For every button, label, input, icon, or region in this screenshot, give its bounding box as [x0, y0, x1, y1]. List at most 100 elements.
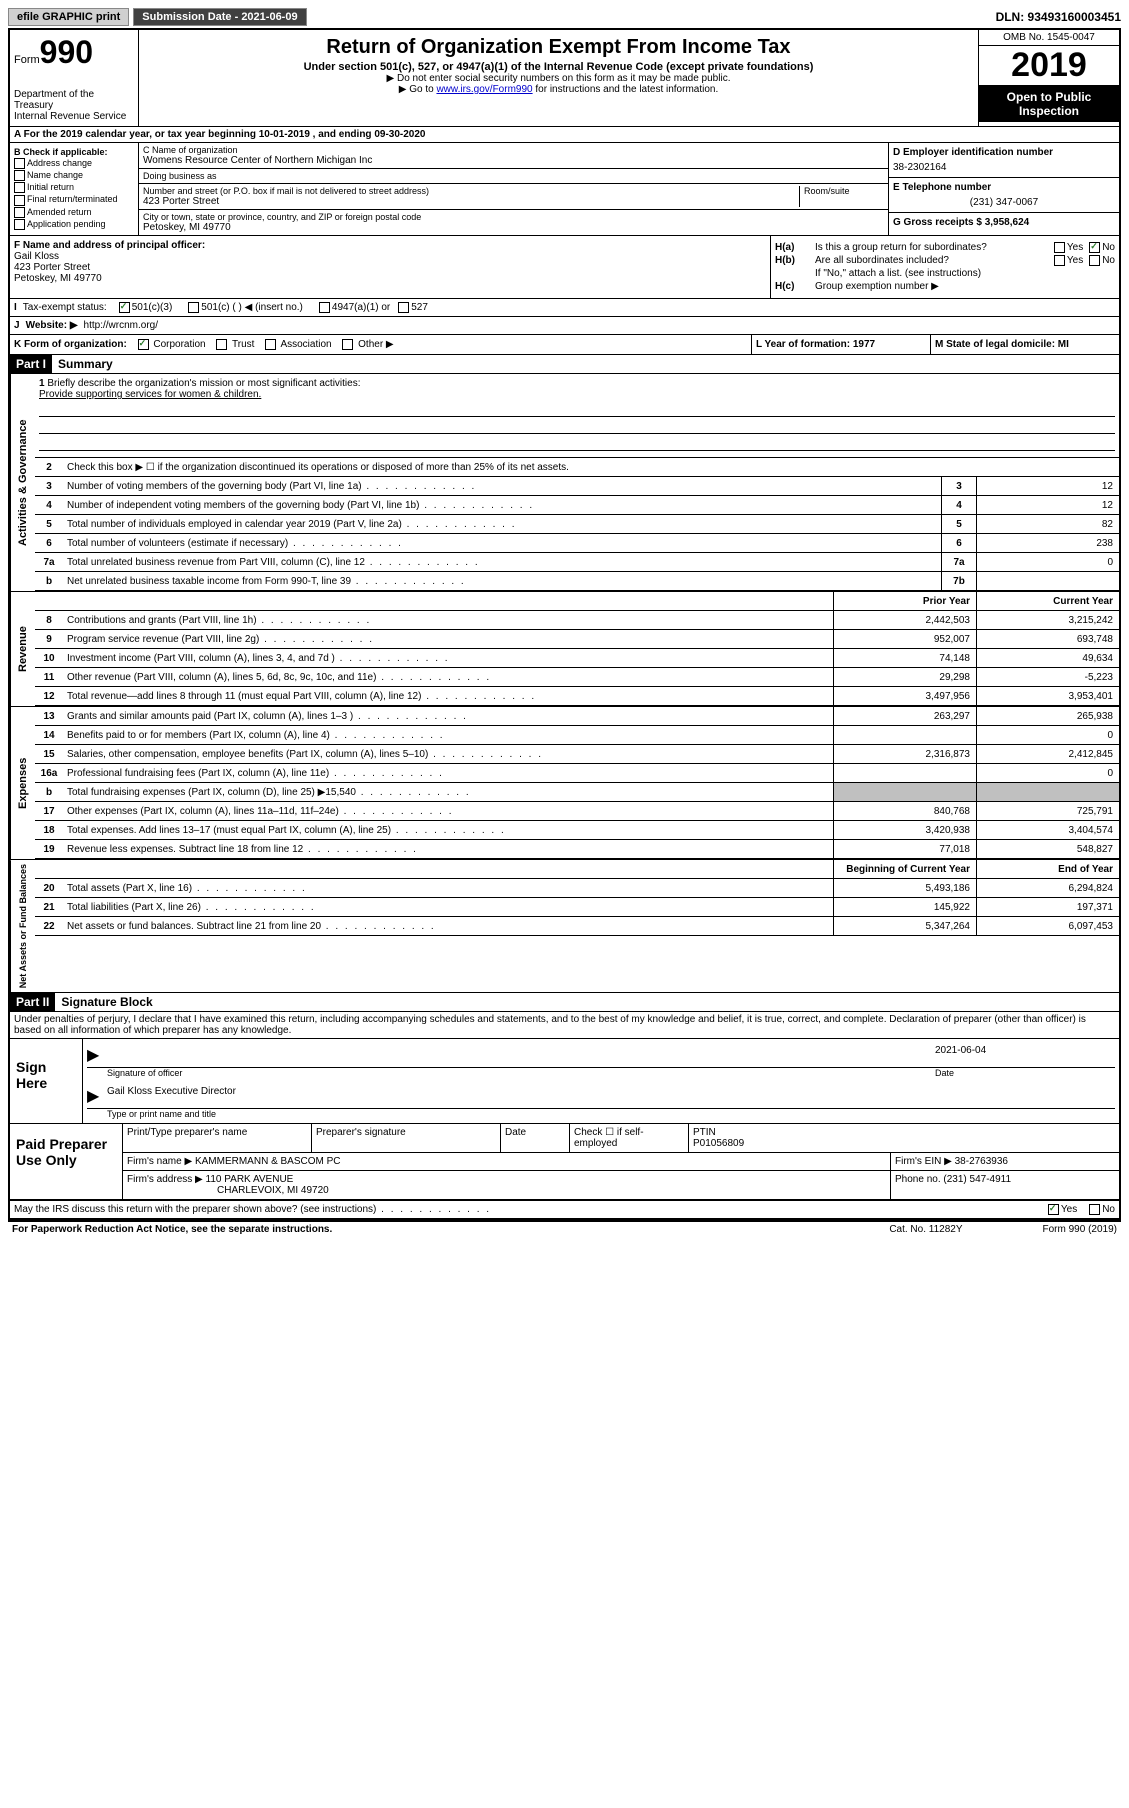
table-row: 12Total revenue—add lines 8 through 11 (…: [35, 687, 1119, 706]
phone-value: (231) 347-0067: [893, 197, 1115, 208]
tax-year: 2019: [979, 46, 1119, 86]
check-name[interactable]: Name change: [14, 170, 134, 181]
check-address[interactable]: Address change: [14, 158, 134, 169]
hb-no[interactable]: [1089, 255, 1100, 266]
ein-value: 38-2302164: [893, 162, 1115, 173]
table-row: 3Number of voting members of the governi…: [35, 477, 1119, 496]
table-row: 21Total liabilities (Part X, line 26)145…: [35, 898, 1119, 917]
paid-label: Paid Preparer Use Only: [10, 1124, 123, 1199]
part1-title: Summary: [52, 355, 119, 373]
officer-street: 423 Porter Street: [14, 262, 766, 273]
table-row: 8Contributions and grants (Part VIII, li…: [35, 611, 1119, 630]
summary-revenue: Revenue Prior Year Current Year 8Contrib…: [10, 591, 1119, 706]
part2-header-row: Part II Signature Block: [10, 992, 1119, 1012]
dept-label: Department of the Treasury Internal Reve…: [14, 89, 134, 122]
table-row: 13Grants and similar amounts paid (Part …: [35, 707, 1119, 726]
check-trust[interactable]: [216, 339, 227, 350]
vlabel-activities: Activities & Governance: [10, 374, 35, 591]
header-right: OMB No. 1545-0047 2019 Open to Public In…: [978, 30, 1119, 126]
form-title: Return of Organization Exempt From Incom…: [147, 36, 970, 59]
efile-button[interactable]: efile GRAPHIC print: [8, 8, 129, 26]
dln-label: DLN: 93493160003451: [996, 10, 1121, 24]
sign-here-label: Sign Here: [10, 1039, 83, 1123]
part2-title: Signature Block: [55, 993, 158, 1011]
check-527[interactable]: [398, 302, 409, 313]
summary-netassets: Net Assets or Fund Balances Beginning of…: [10, 859, 1119, 992]
sig-arrow-icon-2: ▶: [87, 1086, 107, 1106]
col-c-org-info: C Name of organization Womens Resource C…: [139, 143, 888, 235]
ha-no[interactable]: [1089, 242, 1100, 253]
check-assoc[interactable]: [265, 339, 276, 350]
discuss-yes[interactable]: [1048, 1204, 1059, 1215]
row-j-website: J Website: ▶ http://wrcnm.org/: [10, 317, 1119, 335]
header-left: Form990 Department of the Treasury Inter…: [10, 30, 139, 126]
check-501c3[interactable]: [119, 302, 130, 313]
inspection-label: Open to Public Inspection: [979, 86, 1119, 122]
table-row: 16aProfessional fundraising fees (Part I…: [35, 764, 1119, 783]
discuss-no[interactable]: [1089, 1204, 1100, 1215]
table-row: 18Total expenses. Add lines 13–17 (must …: [35, 821, 1119, 840]
mission-block: 1 Briefly describe the organization's mi…: [35, 374, 1119, 457]
row-i-tax-status: I Tax-exempt status: 501(c)(3) 501(c) ( …: [10, 299, 1119, 317]
row-a-tax-year: A For the 2019 calendar year, or tax yea…: [10, 127, 1119, 143]
table-row: bTotal fundraising expenses (Part IX, co…: [35, 783, 1119, 802]
table-row: 22Net assets or fund balances. Subtract …: [35, 917, 1119, 936]
footer-row: For Paperwork Reduction Act Notice, see …: [8, 1222, 1121, 1237]
city-value: Petoskey, MI 49770: [143, 222, 884, 233]
section-fh: F Name and address of principal officer:…: [10, 236, 1119, 299]
ha-yes[interactable]: [1054, 242, 1065, 253]
org-name: Womens Resource Center of Northern Michi…: [143, 155, 884, 166]
form-number: Form990: [14, 34, 134, 71]
hb-yes[interactable]: [1054, 255, 1065, 266]
summary-governance: Activities & Governance 1 Briefly descri…: [10, 374, 1119, 591]
check-4947[interactable]: [319, 302, 330, 313]
table-row: 20Total assets (Part X, line 16)5,493,18…: [35, 879, 1119, 898]
prep-phone: (231) 547-4911: [943, 1174, 1011, 1185]
footer-right: Form 990 (2019): [1043, 1224, 1117, 1235]
header-center: Return of Organization Exempt From Incom…: [139, 30, 978, 126]
paid-preparer-block: Paid Preparer Use Only Print/Type prepar…: [10, 1124, 1119, 1201]
firm-name: KAMMERMANN & BASCOM PC: [195, 1156, 341, 1167]
note-link: ▶ Go to www.irs.gov/Form990 for instruct…: [147, 84, 970, 95]
table-row: 14Benefits paid to or for members (Part …: [35, 726, 1119, 745]
vlabel-netassets: Net Assets or Fund Balances: [10, 860, 35, 992]
table-row: 15Salaries, other compensation, employee…: [35, 745, 1119, 764]
vlabel-revenue: Revenue: [10, 592, 35, 706]
perjury-text: Under penalties of perjury, I declare th…: [10, 1012, 1119, 1039]
table-row: 4Number of independent voting members of…: [35, 496, 1119, 515]
form-container: Form990 Department of the Treasury Inter…: [8, 28, 1121, 1222]
firm-ein: 38-2763936: [955, 1156, 1008, 1167]
firm-addr: 110 PARK AVENUE: [206, 1174, 294, 1185]
col-f-officer: F Name and address of principal officer:…: [10, 236, 771, 298]
check-initial[interactable]: Initial return: [14, 182, 134, 193]
irs-link[interactable]: www.irs.gov/Form990: [436, 84, 532, 95]
col-b-checkboxes: B Check if applicable: Address change Na…: [10, 143, 139, 235]
officer-city: Petoskey, MI 49770: [14, 273, 766, 284]
summary-expenses: Expenses 13Grants and similar amounts pa…: [10, 706, 1119, 859]
col-k-form-org: K Form of organization: Corporation Trus…: [10, 335, 752, 354]
check-pending[interactable]: Application pending: [14, 219, 134, 230]
check-501c[interactable]: [188, 302, 199, 313]
col-h-group: H(a) Is this a group return for subordin…: [771, 236, 1119, 298]
table-row: 10Investment income (Part VIII, column (…: [35, 649, 1119, 668]
submission-date-button[interactable]: Submission Date - 2021-06-09: [133, 8, 306, 26]
header-row: Form990 Department of the Treasury Inter…: [10, 30, 1119, 127]
check-other[interactable]: [342, 339, 353, 350]
table-row: bNet unrelated business taxable income f…: [35, 572, 1119, 591]
check-corp[interactable]: [138, 339, 149, 350]
section-bc: B Check if applicable: Address change Na…: [10, 143, 1119, 236]
check-amended[interactable]: Amended return: [14, 207, 134, 218]
officer-name: Gail Kloss: [14, 251, 766, 262]
website-url: http://wrcnm.org/: [84, 320, 158, 331]
footer-left: For Paperwork Reduction Act Notice, see …: [12, 1224, 889, 1235]
check-final[interactable]: Final return/terminated: [14, 194, 134, 205]
sig-officer-field[interactable]: [107, 1045, 935, 1065]
table-row: 5Total number of individuals employed in…: [35, 515, 1119, 534]
part1-badge: Part I: [10, 355, 52, 373]
signature-block: Sign Here ▶ 2021-06-04 Signature of offi…: [10, 1039, 1119, 1124]
table-row: 7aTotal unrelated business revenue from …: [35, 553, 1119, 572]
omb-number: OMB No. 1545-0047: [979, 30, 1119, 46]
form-subtitle: Under section 501(c), 527, or 4947(a)(1)…: [147, 61, 970, 73]
sig-date: 2021-06-04: [935, 1045, 1115, 1065]
table-row: 9Program service revenue (Part VIII, lin…: [35, 630, 1119, 649]
